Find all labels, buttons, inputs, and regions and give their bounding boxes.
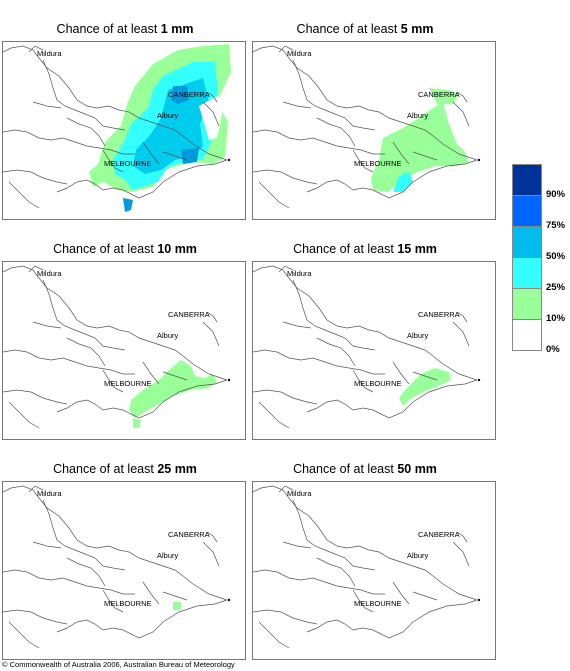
legend-swatch-75-90 xyxy=(512,195,542,227)
map-panel-15mm: Mildura CANBERRA Albury MELBOURNE xyxy=(252,261,496,440)
map-panel-1mm: Mildura CANBERRA Albury MELBOURNE xyxy=(2,41,246,220)
place-melbourne: MELBOURNE xyxy=(104,599,152,608)
place-canberra: CANBERRA xyxy=(418,530,460,539)
title-prefix: Chance of at least xyxy=(296,22,398,36)
place-albury: Albury xyxy=(157,331,179,340)
place-melbourne: MELBOURNE xyxy=(354,159,402,168)
panel-title-5mm: Chance of at least 5 mm xyxy=(240,22,490,36)
rain-shading-1mm xyxy=(89,44,231,212)
legend-swatch-25-50 xyxy=(512,257,542,289)
place-albury: Albury xyxy=(407,331,429,340)
panel-title-15mm: Chance of at least 15 mm xyxy=(240,242,490,256)
place-mildura: Mildura xyxy=(287,49,312,58)
map-svg-1mm: Mildura CANBERRA Albury MELBOURNE xyxy=(3,44,231,212)
map-svg-5mm: Mildura CANBERRA Albury MELBOURNE xyxy=(253,45,481,209)
title-prefix: Chance of at least xyxy=(53,462,154,476)
place-mildura: Mildura xyxy=(287,489,312,498)
place-mildura: Mildura xyxy=(37,49,62,58)
panel-title-50mm: Chance of at least 50 mm xyxy=(240,462,490,476)
legend-swatch-50-75 xyxy=(512,226,542,258)
place-mildura: Mildura xyxy=(37,269,62,278)
map-borders-50mm xyxy=(253,485,478,649)
panel-title-10mm: Chance of at least 10 mm xyxy=(0,242,250,256)
title-prefix: Chance of at least xyxy=(56,22,158,36)
map-panel-25mm: Mildura CANBERRA Albury MELBOURNE xyxy=(2,481,246,660)
place-melbourne: MELBOURNE xyxy=(354,379,402,388)
place-canberra: CANBERRA xyxy=(418,90,460,99)
map-borders-10mm xyxy=(3,265,228,429)
rain-shading-10mm xyxy=(129,360,217,428)
point-marker xyxy=(477,598,481,602)
place-melbourne: MELBOURNE xyxy=(104,379,152,388)
place-melbourne: MELBOURNE xyxy=(354,599,402,608)
place-mildura: Mildura xyxy=(37,489,62,498)
place-canberra: CANBERRA xyxy=(418,310,460,319)
title-amount: 15 mm xyxy=(397,242,437,256)
legend-tick-90: 90% xyxy=(546,189,566,200)
map-borders-1mm xyxy=(3,45,228,209)
place-albury: Albury xyxy=(157,551,179,560)
legend-tick-10: 10% xyxy=(546,313,566,324)
copyright-footer: © Commonwealth of Australia 2006, Austra… xyxy=(2,660,235,669)
title-prefix: Chance of at least xyxy=(293,462,394,476)
place-albury: Albury xyxy=(157,111,179,120)
legend-tick-75: 75% xyxy=(546,220,566,231)
map-borders-5mm xyxy=(253,45,478,209)
point-marker xyxy=(227,158,231,162)
map-svg-10mm: Mildura CANBERRA Albury MELBOURNE xyxy=(3,265,231,429)
title-prefix: Chance of at least xyxy=(53,242,154,256)
place-canberra: CANBERRA xyxy=(168,530,210,539)
place-melbourne: MELBOURNE xyxy=(104,159,152,168)
place-canberra: CANBERRA xyxy=(168,90,210,99)
rain-shading-15mm xyxy=(399,368,451,406)
title-amount: 5 mm xyxy=(400,22,434,36)
place-canberra: CANBERRA xyxy=(168,310,210,319)
place-albury: Albury xyxy=(407,111,429,120)
place-mildura: Mildura xyxy=(287,269,312,278)
map-panel-5mm: Mildura CANBERRA Albury MELBOURNE xyxy=(252,41,496,220)
place-albury: Albury xyxy=(407,551,429,560)
map-svg-25mm: Mildura CANBERRA Albury MELBOURNE xyxy=(3,485,231,649)
map-panel-50mm: Mildura CANBERRA Albury MELBOURNE xyxy=(252,481,496,660)
panel-title-1mm: Chance of at least 1 mm xyxy=(0,22,250,36)
title-amount: 25 mm xyxy=(157,462,197,476)
title-amount: 10 mm xyxy=(157,242,197,256)
point-marker xyxy=(227,598,231,602)
point-marker xyxy=(477,378,481,382)
map-borders-15mm xyxy=(253,265,478,429)
legend-swatch-90-100 xyxy=(512,164,542,196)
legend-swatch-0-10 xyxy=(512,319,542,351)
title-amount: 1 mm xyxy=(160,22,194,36)
map-svg-50mm: Mildura CANBERRA Albury MELBOURNE xyxy=(253,485,481,649)
panel-title-25mm: Chance of at least 25 mm xyxy=(0,462,250,476)
map-svg-15mm: Mildura CANBERRA Albury MELBOURNE xyxy=(253,265,481,429)
legend-swatch-10-25 xyxy=(512,288,542,320)
point-marker xyxy=(477,158,481,162)
point-marker xyxy=(227,378,231,382)
legend-tick-0: 0% xyxy=(546,344,560,355)
legend-tick-50: 50% xyxy=(546,251,566,262)
map-borders-25mm xyxy=(3,485,228,649)
rain-shading-25mm xyxy=(173,602,181,610)
map-panel-10mm: Mildura CANBERRA Albury MELBOURNE xyxy=(2,261,246,440)
title-prefix: Chance of at least xyxy=(293,242,394,256)
legend-tick-25: 25% xyxy=(546,282,566,293)
title-amount: 50 mm xyxy=(397,462,437,476)
